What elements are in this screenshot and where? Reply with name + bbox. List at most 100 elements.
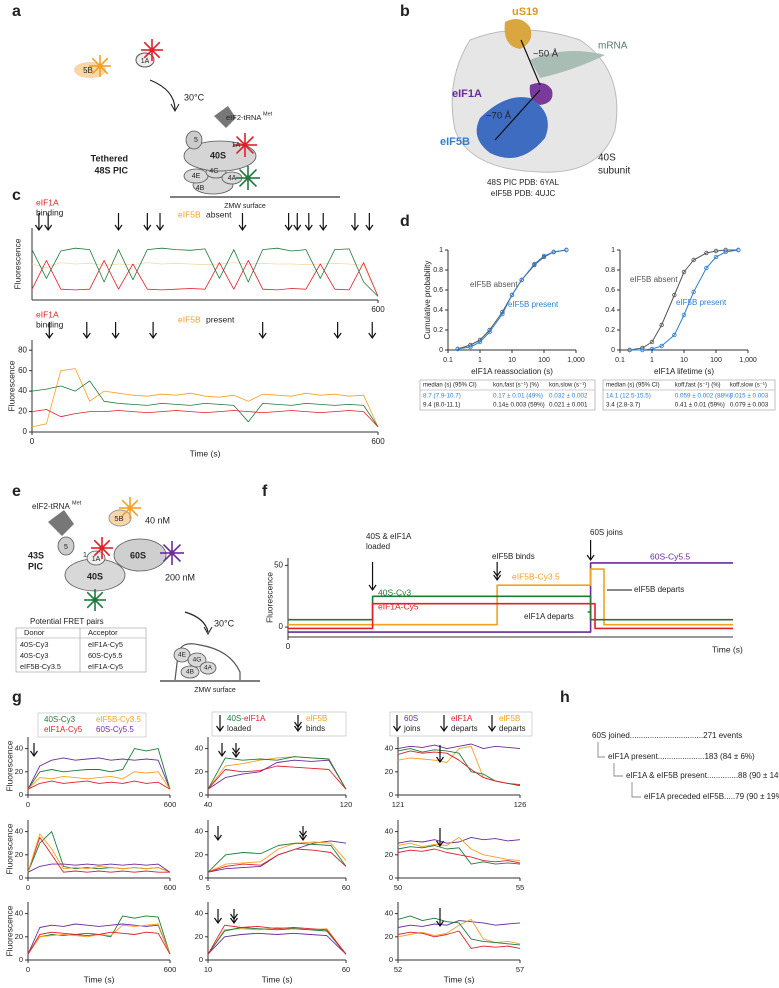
label: eIF1A [452,88,482,100]
x-tick-label: 600 [164,883,177,892]
y-tick-label: 0.4 [433,307,443,314]
protein [187,652,207,668]
x-tick-label: 40 [204,800,212,809]
x-axis-label: eIF1A lifetime (s) [654,367,714,376]
label: Met [263,111,273,117]
table-cell: eIF1A-Cy5 [88,662,123,671]
legend-box [37,712,147,738]
distance-arrow [494,89,541,141]
arrow-head [214,917,222,925]
label: Met [72,500,82,506]
x-tick-label: 126 [514,800,527,809]
eif5b-density [476,97,548,158]
y-tick-label: 0 [19,955,23,964]
part-label: 4G [209,168,218,175]
label: eIF5B departs [634,585,684,594]
label: 30°C [184,92,205,102]
arrow-head [436,756,444,764]
label: eIF5B-Cy3.5 [512,571,560,581]
label: 5B [114,514,123,523]
x-tick-label: 120 [340,800,353,809]
y-axis-label: Fluorescence [4,823,14,874]
arrow-head [365,224,374,232]
label: 60S [130,550,146,560]
x-tick-label: 0 [26,883,30,892]
label: mRNA [598,41,628,52]
label: Potential FRET pairs [30,617,104,626]
y-tick-label: 40 [385,909,393,918]
subunit-60s [113,538,167,572]
flow-arrow [597,742,605,758]
label: 48S PIC PDB: 6YAL [487,178,559,187]
label: ZMW surface [194,687,236,694]
series-line [27,757,171,790]
label: 1A [141,58,150,65]
arrow-head [368,332,377,340]
eif1a-density [529,82,553,105]
y-tick-label: 20 [18,407,27,416]
part-label: 1A [232,142,241,149]
table-cell: 0.021 ± 0.001 [549,402,588,409]
data-point [551,249,556,255]
table-cell: 8.7 (7.9-10.7) [423,393,461,400]
series-line [207,848,347,873]
label: eIF1A departs [524,612,574,621]
label: 40S [598,153,616,164]
data-point [704,265,709,271]
arrow-head [333,332,342,340]
fluor-core [99,545,105,551]
x-axis-label: eIF1A reassociation (s) [471,367,553,376]
y-tick-label: 0 [199,873,203,882]
label: 40S [210,150,226,160]
arrow-head [216,725,224,733]
table-cell: 40S-Cy3 [20,640,48,649]
y-tick-label: 0 [389,873,393,882]
y-tick-label: 0 [279,622,284,631]
fluor-core [92,597,98,603]
legend-box [389,711,533,737]
distance-arrow [520,39,541,86]
legend-entry: 40S-Cy3 [44,715,76,724]
label: eIF1A [36,197,59,207]
series-line [397,743,521,750]
label: ~50 Å [533,49,559,60]
fluor-core [242,142,248,148]
label: eIF5B absent [630,275,678,284]
y-tick-label: 0.6 [605,287,615,294]
y-tick-label: 20 [385,767,393,776]
curved-arrow [149,79,176,111]
label: 40 nM [145,515,170,525]
series-line [207,842,347,873]
label: PIC [28,561,44,571]
arrow-head [488,725,496,733]
label: 48S PIC [94,165,128,175]
x-tick-label: 10 [204,965,212,974]
data-point [672,332,677,338]
arrow-head [258,332,267,340]
label: eIF5B [306,714,327,723]
x-tick-label: 1,000 [739,357,757,364]
arrow-head [436,840,444,848]
part-label: 4B [196,185,205,192]
series-line [31,380,379,428]
series-line [397,836,521,844]
arrow-head [293,224,302,232]
label: binds [306,724,325,733]
y-tick-label: 0.2 [433,327,443,334]
label: 200 nM [165,572,195,582]
label: 1A [92,556,101,563]
series-line [288,568,733,626]
x-tick-label: 60 [342,965,350,974]
x-tick-label: 10 [680,357,688,364]
y-axis-label: Fluorescence [264,572,274,623]
y-tick-label: 0 [19,873,23,882]
label: 1 [83,552,87,559]
series-line [27,748,171,790]
part-label: 4E [178,652,187,659]
table-header: median (s) (95% CI) [423,383,477,389]
y-tick-label: 0.8 [605,267,615,274]
x-tick-label: 600 [371,437,385,446]
y-tick-label: 40 [385,744,393,753]
label: eIF1A-Cy5 [378,601,419,611]
label: 5B [83,66,93,75]
